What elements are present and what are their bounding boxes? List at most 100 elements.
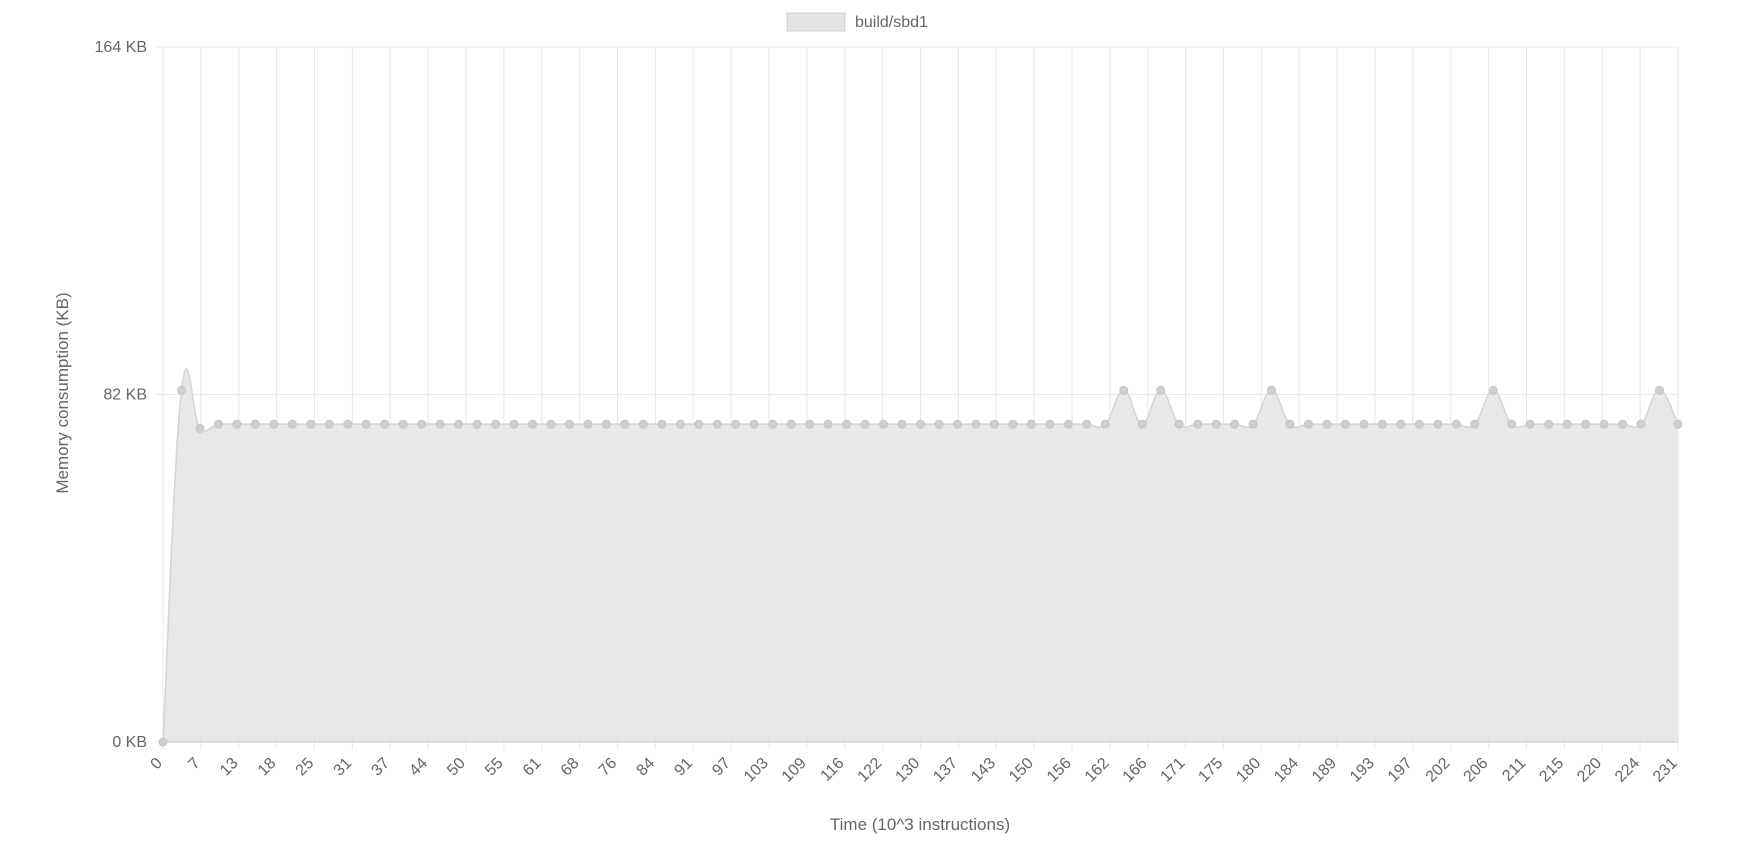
data-point[interactable]	[1285, 419, 1295, 429]
data-point[interactable]	[1433, 419, 1443, 429]
data-point[interactable]	[1267, 385, 1277, 395]
data-point[interactable]	[989, 419, 999, 429]
data-point[interactable]	[620, 419, 630, 429]
data-point[interactable]	[398, 419, 408, 429]
data-point[interactable]	[1303, 419, 1313, 429]
data-point[interactable]	[786, 419, 796, 429]
data-point[interactable]	[417, 419, 427, 429]
data-point[interactable]	[343, 419, 353, 429]
data-point[interactable]	[269, 419, 279, 429]
data-point[interactable]	[916, 419, 925, 429]
data-point[interactable]	[749, 419, 759, 429]
data-point[interactable]	[1673, 419, 1683, 429]
series-area-build-sbd1	[163, 368, 1678, 742]
x-tick-label: 184	[1271, 755, 1302, 786]
data-point[interactable]	[1470, 419, 1480, 429]
data-point[interactable]	[952, 419, 962, 429]
data-point[interactable]	[860, 419, 870, 429]
data-point[interactable]	[546, 419, 556, 429]
data-point[interactable]	[1156, 385, 1166, 395]
y-tick-label: 82 KB	[103, 387, 147, 404]
data-point[interactable]	[1581, 419, 1591, 429]
data-point[interactable]	[472, 419, 482, 429]
data-point[interactable]	[1174, 419, 1184, 429]
data-point[interactable]	[176, 385, 186, 395]
data-point[interactable]	[712, 419, 722, 429]
x-axis-title: Time (10^3 instructions)	[830, 815, 1010, 834]
data-point[interactable]	[1377, 419, 1387, 429]
data-point[interactable]	[1451, 419, 1461, 429]
data-point[interactable]	[1322, 419, 1332, 429]
data-point[interactable]	[306, 419, 316, 429]
data-point[interactable]	[1359, 419, 1369, 429]
data-point[interactable]	[1507, 419, 1517, 429]
data-point[interactable]	[232, 419, 242, 429]
data-point[interactable]	[491, 419, 501, 429]
data-point[interactable]	[879, 419, 889, 429]
data-point[interactable]	[1340, 419, 1350, 429]
legend-label-build-sbd1[interactable]: build/sbd1	[855, 14, 928, 31]
x-tick-label: 202	[1423, 755, 1454, 786]
data-point[interactable]	[657, 419, 667, 429]
data-point[interactable]	[250, 419, 260, 429]
data-point[interactable]	[1488, 385, 1498, 395]
data-point[interactable]	[213, 419, 223, 429]
data-point[interactable]	[1026, 419, 1036, 429]
data-point[interactable]	[1100, 419, 1110, 429]
data-point[interactable]	[675, 419, 685, 429]
data-point[interactable]	[1655, 385, 1665, 395]
x-tick-label: 116	[818, 755, 848, 785]
data-point[interactable]	[1008, 419, 1018, 429]
data-point[interactable]	[1119, 385, 1129, 395]
data-point[interactable]	[1248, 419, 1258, 429]
data-point[interactable]	[638, 419, 648, 429]
x-tick-label: 76	[596, 755, 621, 780]
data-point[interactable]	[435, 419, 445, 429]
data-point[interactable]	[1618, 419, 1628, 429]
x-tick-label: 197	[1385, 755, 1416, 786]
x-tick-label: 193	[1347, 755, 1378, 786]
data-point[interactable]	[1193, 419, 1203, 429]
data-point[interactable]	[1396, 419, 1406, 429]
data-point[interactable]	[1544, 419, 1554, 429]
data-point[interactable]	[1082, 419, 1092, 429]
data-point[interactable]	[1525, 419, 1535, 429]
x-tick-label: 50	[444, 755, 469, 780]
data-point[interactable]	[361, 419, 371, 429]
data-point[interactable]	[842, 419, 852, 429]
data-point[interactable]	[731, 419, 741, 429]
x-tick-label: 68	[558, 755, 583, 780]
data-point[interactable]	[195, 423, 205, 433]
legend[interactable]: build/sbd1	[786, 12, 928, 32]
data-point[interactable]	[564, 419, 574, 429]
data-point[interactable]	[971, 419, 981, 429]
x-tick-label: 224	[1612, 755, 1643, 786]
x-tick-label: 97	[709, 755, 734, 780]
data-point[interactable]	[1414, 419, 1424, 429]
data-point[interactable]	[601, 419, 611, 429]
data-point[interactable]	[768, 419, 778, 429]
data-point[interactable]	[1599, 419, 1609, 429]
data-point[interactable]	[1211, 419, 1221, 429]
data-point[interactable]	[1230, 419, 1240, 429]
data-point[interactable]	[1045, 419, 1055, 429]
data-point[interactable]	[1562, 419, 1572, 429]
data-point[interactable]	[823, 419, 833, 429]
data-point[interactable]	[897, 419, 907, 429]
data-point[interactable]	[1636, 419, 1646, 429]
data-point[interactable]	[583, 419, 593, 429]
data-point[interactable]	[694, 419, 704, 429]
data-point[interactable]	[287, 419, 297, 429]
x-tick-label: 220	[1574, 755, 1605, 786]
x-tick-label: 156	[1044, 755, 1075, 786]
data-point[interactable]	[805, 419, 815, 429]
data-point[interactable]	[528, 419, 538, 429]
legend-swatch[interactable]	[786, 12, 846, 32]
data-point[interactable]	[509, 419, 519, 429]
data-point[interactable]	[324, 419, 334, 429]
data-point[interactable]	[454, 419, 464, 429]
data-point[interactable]	[1063, 419, 1073, 429]
data-point[interactable]	[1137, 419, 1147, 429]
data-point[interactable]	[934, 419, 944, 429]
data-point[interactable]	[380, 419, 390, 429]
